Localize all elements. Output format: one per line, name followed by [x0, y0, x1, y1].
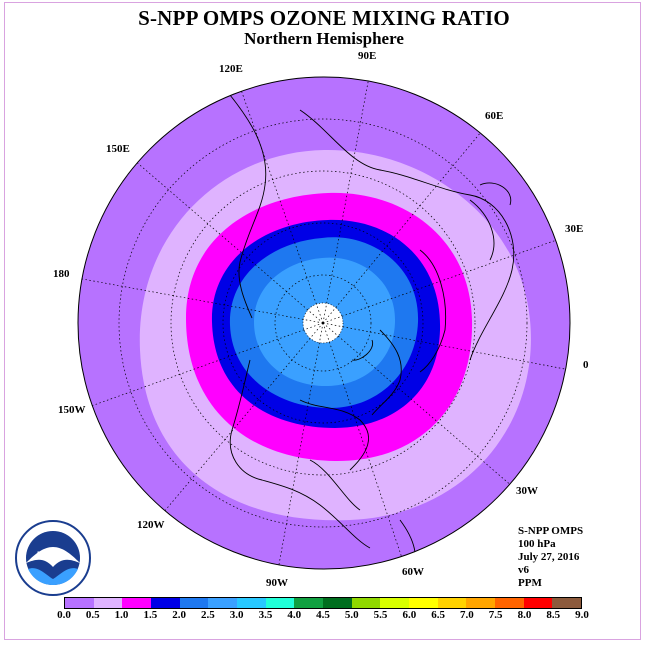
colorbar-swatch: [495, 598, 524, 608]
colorbar-tick-label: 3.0: [229, 609, 244, 621]
lon-label-60w: 60W: [402, 566, 424, 578]
colorbar-tick-label: 6.5: [431, 609, 445, 621]
colorbar-swatch: [65, 598, 94, 608]
lon-label-90e: 90E: [358, 50, 377, 62]
map-boundary: [77, 76, 571, 570]
lon-label-90w: 90W: [266, 577, 288, 589]
coastlines: [229, 94, 515, 569]
colorbar-swatch: [237, 598, 266, 608]
lon-label-30e: 30E: [565, 223, 584, 235]
colorbar-tick-label: 2.5: [201, 609, 215, 621]
colorbar-tick-label: 7.5: [488, 609, 503, 621]
lon-label-120w: 120W: [137, 519, 165, 531]
info-level: 100 hPa: [518, 538, 556, 550]
graticule: [78, 77, 570, 569]
colorbar-swatch: [552, 598, 582, 608]
colorbar-tick-label: 5.0: [344, 609, 359, 621]
plot-frame: [4, 2, 641, 640]
lon-label-60e: 60E: [485, 110, 504, 122]
colorbar-swatch: [466, 598, 496, 608]
colorbar-tick-label: 3.5: [258, 609, 273, 621]
colorbar-tick-label: 6.0: [402, 609, 417, 621]
lon-label-180: 180: [53, 268, 70, 280]
colorbar-tick-label: 2.0: [172, 609, 186, 621]
map-subtitle: Northern Hemisphere: [244, 29, 404, 48]
info-units: PPM: [518, 577, 542, 589]
colorbar-tick-label: 5.5: [373, 609, 388, 621]
lon-label-120e: 120E: [219, 63, 243, 75]
info-instrument: S-NPP OMPS: [518, 525, 584, 537]
colorbar-swatch: [122, 598, 152, 608]
colorbar-swatch: [208, 598, 238, 608]
colorbar-swatch: [523, 598, 553, 608]
noaa-logo: NOAA: [14, 519, 92, 597]
colorbar-tick-label: 4.0: [287, 609, 302, 621]
lon-label-150e: 150E: [106, 143, 130, 155]
colorbar-ticks: 0.0 0.5 1.0 1.5 2.0 2.5 3.0 3.5 4.0 4.5 5.0 5.5 6.0 6…: [57, 609, 589, 631]
colorbar: [64, 597, 582, 609]
colorbar-tick-label: 7.0: [460, 609, 474, 621]
colorbar-swatch: [265, 598, 295, 608]
colorbar-tick-label: 1.0: [114, 609, 129, 621]
info-version: v6: [518, 564, 529, 576]
lon-label-30w: 30W: [516, 485, 538, 497]
colorbar-tick-label: 8.5: [546, 609, 561, 621]
lon-label-150w: 150W: [58, 404, 86, 416]
info-date: July 27, 2016: [518, 551, 580, 563]
colorbar-swatch: [437, 598, 467, 608]
colorbar-swatch: [323, 598, 352, 608]
colorbar-tick-label: 9.0: [575, 609, 589, 621]
lon-label-0: 0: [583, 359, 589, 371]
colorbar-swatch: [380, 598, 410, 608]
map-title: S-NPP OMPS OZONE MIXING RATIO: [138, 6, 510, 30]
colorbar-swatch: [409, 598, 438, 608]
colorbar-swatch: [294, 598, 324, 608]
noaa-logo-text: NOAA: [37, 550, 69, 562]
colorbar-swatch: [93, 598, 123, 608]
colorbar-tick-label: 0.5: [85, 609, 100, 621]
colorbar-tick-label: 0.0: [57, 609, 71, 621]
colorbar-swatch: [179, 598, 209, 608]
colorbar-swatch: [151, 598, 180, 608]
info-block: S-NPP OMPS 100 hPa July 27, 2016 v6 PPM: [518, 525, 583, 590]
colorbar-tick-label: 1.5: [143, 609, 158, 621]
colorbar-tick-label: 8.0: [517, 609, 532, 621]
colorbar-swatch: [351, 598, 381, 608]
colorbar-tick-label: 4.5: [316, 609, 330, 621]
